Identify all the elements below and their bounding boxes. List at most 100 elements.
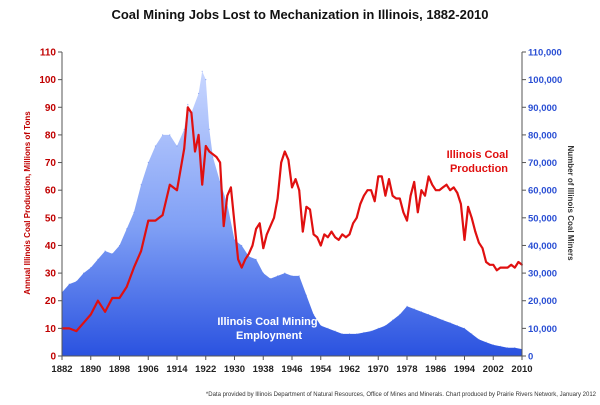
y-left-tick-label: 10 (45, 324, 57, 335)
employment-point (456, 325, 458, 327)
y-right-tick-label: 0 (528, 352, 533, 363)
x-tick-label: 1882 (51, 364, 72, 375)
production-point (255, 228, 257, 230)
production-point (301, 230, 304, 233)
employment-area (62, 71, 522, 357)
production-line (62, 106, 523, 333)
y-left-tick-label: 40 (45, 241, 57, 252)
x-tick-label: 1946 (281, 364, 302, 375)
production-point (373, 200, 376, 203)
x-tick-label: 1930 (224, 364, 245, 375)
production-point (140, 250, 143, 252)
production-point (449, 189, 451, 192)
employment-point (507, 347, 509, 349)
employment-point (140, 184, 142, 186)
employment-point (154, 145, 156, 147)
production-point (294, 178, 297, 181)
employment-point (399, 313, 401, 316)
employment-point (370, 330, 372, 332)
y-right-tick-label: 10,000 (528, 324, 557, 335)
employment-point (305, 294, 307, 296)
y-left-tick-label: 60 (45, 186, 57, 197)
y-right-tick-label: 80,000 (528, 130, 557, 141)
employment-point (327, 327, 329, 329)
production-point (111, 297, 114, 299)
employment-annotation-line-2: Employment (236, 330, 302, 342)
x-tick-label: 1890 (80, 364, 101, 375)
employment-point (255, 258, 257, 260)
production-point (208, 150, 211, 153)
production-point (398, 197, 401, 200)
employment-annotation-line-1: Illinois Coal Mining (217, 316, 317, 328)
employment-point (212, 156, 214, 158)
production-point (445, 183, 448, 186)
production-point (201, 183, 204, 186)
production-point (183, 147, 186, 150)
production-point (197, 134, 200, 136)
employment-point (478, 338, 480, 340)
production-point (506, 266, 509, 269)
production-point (460, 203, 462, 205)
employment-point (183, 128, 185, 130)
employment-point (392, 319, 394, 321)
employment-point (75, 280, 77, 282)
production-point (194, 150, 196, 153)
production-point (467, 205, 469, 208)
production-point (68, 327, 71, 330)
production-point (118, 297, 121, 299)
employment-point (277, 275, 279, 277)
employment-point (334, 330, 336, 332)
production-point (463, 239, 466, 241)
production-point (222, 225, 225, 228)
y-left-tick-label: 20 (45, 296, 57, 307)
y-right-tick-label: 30,000 (528, 269, 557, 280)
employment-point (413, 308, 415, 310)
production-point (499, 266, 502, 269)
production-point (287, 158, 290, 161)
employment-point (198, 92, 200, 95)
employment-point (492, 344, 494, 346)
employment-point (449, 322, 451, 324)
employment-point (126, 228, 128, 230)
y-left-tick-label: 30 (45, 269, 57, 280)
production-point (474, 230, 477, 233)
y-right-tick-label: 20,000 (528, 296, 557, 307)
employment-point (133, 211, 135, 213)
x-tick-label: 1906 (138, 364, 159, 375)
production-point (503, 266, 505, 269)
employment-point (269, 278, 271, 280)
employment-area-layer (61, 70, 523, 357)
production-point (262, 247, 265, 250)
production-point (283, 150, 286, 153)
production-point (258, 222, 261, 225)
production-point (305, 205, 308, 208)
production-point (366, 189, 369, 192)
production-point (470, 216, 473, 219)
production-point (495, 269, 498, 272)
employment-point (384, 325, 386, 327)
production-point (323, 233, 326, 236)
production-point (273, 216, 275, 219)
production-point (190, 111, 193, 114)
production-point (363, 194, 365, 197)
production-line-layer (61, 106, 523, 333)
production-point (133, 266, 135, 269)
y-right-tick-label: 100,000 (528, 75, 562, 86)
production-point (517, 261, 520, 263)
production-point (352, 222, 354, 225)
x-tick-label: 2010 (511, 364, 532, 375)
production-point (82, 321, 85, 324)
production-point (391, 194, 394, 197)
y-left-tick-label: 90 (45, 103, 57, 114)
employment-point (187, 103, 189, 106)
employment-point (68, 283, 70, 285)
y-right-tick-label: 110,000 (528, 48, 562, 59)
x-tick-label: 1922 (195, 364, 216, 375)
production-point (416, 211, 419, 214)
y-left-tick-label: 70 (45, 158, 57, 169)
employment-point (104, 250, 106, 252)
production-point (370, 189, 372, 192)
production-point (388, 178, 390, 181)
employment-point (169, 134, 171, 136)
x-tick-label: 1938 (253, 364, 274, 375)
